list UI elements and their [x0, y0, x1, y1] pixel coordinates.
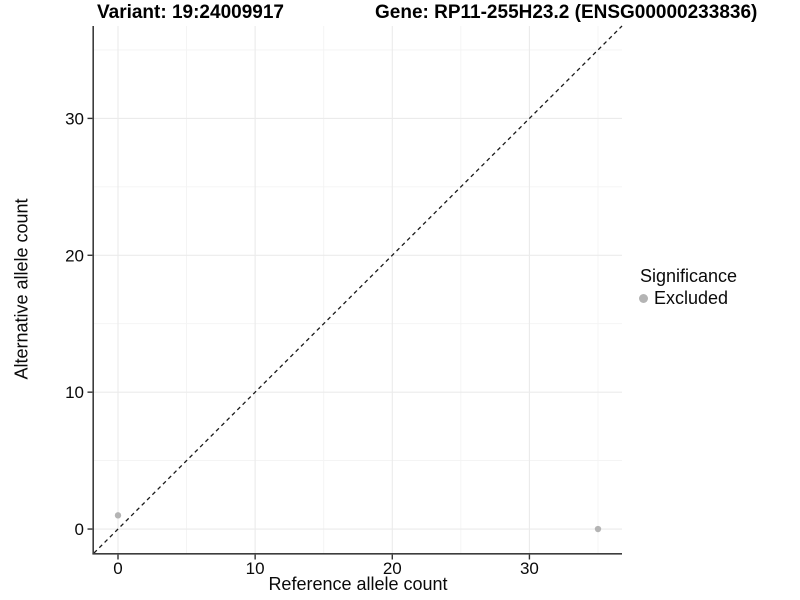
excluded-point-icon — [639, 293, 648, 303]
data-point — [594, 525, 602, 533]
legend-item-excluded: Excluded — [638, 288, 737, 308]
y-tick-label: 10 — [65, 383, 84, 402]
gene-title: Gene: RP11-255H23.2 (ENSG00000233836) — [375, 2, 758, 23]
legend-title: Significance — [640, 266, 738, 286]
x-tick-label: 0 — [113, 559, 122, 578]
variant-title: Variant: 19:24009917 — [97, 2, 284, 23]
x-tick-label: 30 — [520, 559, 539, 578]
x-tick-label: 10 — [246, 559, 265, 578]
y-tick-label: 30 — [65, 109, 84, 128]
legend: Significance Excluded — [638, 265, 737, 308]
y-tick-label: 20 — [65, 246, 84, 265]
y-tick-label: 0 — [75, 520, 84, 539]
x-axis-title: Reference allele count — [268, 574, 448, 594]
identity-dashed-line — [93, 25, 623, 554]
x-tick-label: 20 — [383, 559, 402, 578]
data-point — [114, 512, 122, 519]
legend-item-label: Excluded — [654, 288, 729, 308]
y-axis-title: Alternative allele count — [11, 198, 32, 380]
